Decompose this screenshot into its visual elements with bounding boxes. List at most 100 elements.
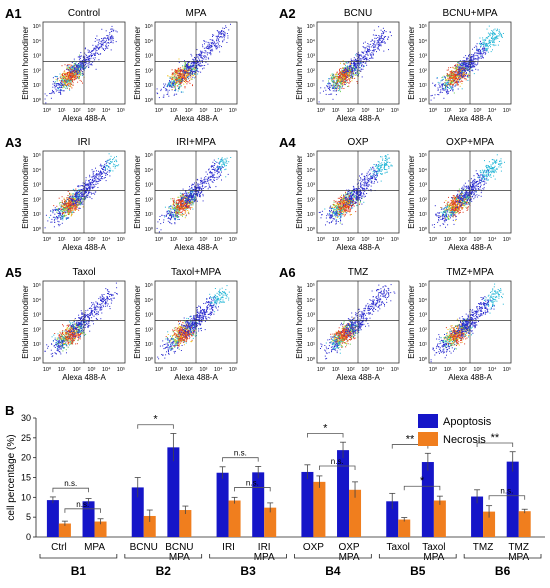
flow-y-tick: 10⁰ xyxy=(145,226,154,233)
flow-x-label: Alexa 488-A xyxy=(62,114,106,123)
flow-y-label: Ethidium homodimer xyxy=(295,26,304,100)
flow-y-tick: 10⁴ xyxy=(33,297,42,304)
flow-y-tick: 10⁴ xyxy=(33,38,42,45)
flow-y-tick: 10¹ xyxy=(33,83,41,89)
y-tick-label: 20 xyxy=(21,453,31,463)
bar-necrosis xyxy=(179,510,191,537)
y-axis-label: cell percentage (%) xyxy=(6,434,17,520)
flow-x-label: Alexa 488-A xyxy=(336,373,380,382)
flow-plot-title: OXP+MPA xyxy=(446,137,494,148)
flow-x-tick: 10⁴ xyxy=(214,366,223,373)
bar-apoptosis xyxy=(47,500,59,537)
flow-y-tick: 10⁰ xyxy=(307,97,316,104)
flow-plot-title: Control xyxy=(68,8,100,19)
flow-y-tick: 10⁰ xyxy=(307,226,316,233)
flow-x-label: Alexa 488-A xyxy=(336,114,380,123)
flow-x-tick: 10⁴ xyxy=(376,107,385,114)
flow-y-label: Ethidium homodimer xyxy=(21,26,30,100)
significance-label: n.s. xyxy=(500,487,513,496)
legend-label-apoptosis: Apoptosis xyxy=(443,416,492,428)
group-label: B6 xyxy=(495,564,511,578)
group-label: B1 xyxy=(71,564,87,578)
group-bracket xyxy=(379,554,456,558)
panel-label-a1: A1 xyxy=(5,6,22,21)
significance-label: n.s. xyxy=(246,478,259,487)
flow-y-tick: 10⁵ xyxy=(307,23,315,30)
flow-y-tick: 10⁴ xyxy=(419,167,428,174)
panel-label-b: B xyxy=(5,403,14,418)
y-tick-label: 10 xyxy=(21,492,31,502)
flow-y-tick: 10³ xyxy=(307,183,315,189)
group-bracket xyxy=(40,554,117,558)
flow-y-tick: 10⁴ xyxy=(145,167,154,174)
flow-y-tick: 10² xyxy=(307,68,315,74)
flow-x-label: Alexa 488-A xyxy=(448,373,492,382)
panel-label-a4: A4 xyxy=(279,135,296,150)
significance-bracket: n.s. xyxy=(53,479,89,492)
flow-y-tick: 10¹ xyxy=(33,212,41,218)
significance-label: n.s. xyxy=(234,449,247,458)
significance-label: n.s. xyxy=(76,500,89,509)
flow-x-tick: 10⁴ xyxy=(214,107,223,114)
flow-x-tick: 10⁵ xyxy=(117,366,125,373)
flow-x-tick: 10⁰ xyxy=(317,236,326,243)
flow-x-tick: 10⁴ xyxy=(488,366,497,373)
flow-y-tick: 10⁵ xyxy=(145,152,153,159)
flow-y-tick: 10² xyxy=(419,197,427,203)
flow-y-tick: 10¹ xyxy=(307,83,315,89)
significance-label: * xyxy=(323,422,328,434)
flow-plot-title: BCNU xyxy=(344,8,372,19)
flow-y-tick: 10³ xyxy=(145,313,153,319)
flow-y-tick: 10¹ xyxy=(145,342,153,348)
flow-plot-title: OXP xyxy=(347,137,368,148)
flow-plot: Taxol+MPA10⁰10⁰10¹10¹10²10²10³10³10⁴10⁴1… xyxy=(133,267,237,382)
flow-y-tick: 10³ xyxy=(419,54,427,60)
flow-y-tick: 10² xyxy=(33,327,41,333)
flow-y-tick: 10³ xyxy=(33,54,41,60)
flow-plot-title: Taxol+MPA xyxy=(171,267,221,278)
flow-y-tick: 10⁴ xyxy=(33,167,42,174)
flow-y-tick: 10² xyxy=(307,197,315,203)
legend-label-necrosis: Necrosis xyxy=(443,434,486,446)
flow-y-label: Ethidium homodimer xyxy=(133,285,142,359)
flow-plot-title: BCNU+MPA xyxy=(442,8,497,19)
flow-y-tick: 10¹ xyxy=(419,342,427,348)
flow-y-tick: 10² xyxy=(307,327,315,333)
flow-y-tick: 10⁵ xyxy=(33,152,41,159)
flow-y-tick: 10⁴ xyxy=(145,38,154,45)
flow-y-tick: 10⁵ xyxy=(419,282,427,289)
flow-plot-title: TMZ+MPA xyxy=(446,267,494,278)
flow-y-tick: 10¹ xyxy=(145,83,153,89)
flow-x-tick: 10⁵ xyxy=(117,107,125,114)
flow-x-tick: 10⁴ xyxy=(376,236,385,243)
flow-plot: OXP10⁰10⁰10¹10¹10²10²10³10³10⁴10⁴10⁵10⁵A… xyxy=(295,137,399,252)
flow-plot-title: MPA xyxy=(186,8,207,19)
y-tick-label: 5 xyxy=(26,512,31,522)
flow-y-tick: 10¹ xyxy=(307,342,315,348)
flow-y-tick: 10⁰ xyxy=(419,226,428,233)
group-label: B3 xyxy=(240,564,256,578)
flow-y-tick: 10⁵ xyxy=(145,282,153,289)
significance-bracket: * xyxy=(307,422,343,437)
flow-x-tick: 10⁴ xyxy=(376,366,385,373)
flow-y-tick: 10⁴ xyxy=(419,297,428,304)
flow-y-tick: 10³ xyxy=(145,183,153,189)
flow-plot: MPA10⁰10⁰10¹10¹10²10²10³10³10⁴10⁴10⁵10⁵A… xyxy=(133,8,237,123)
flow-y-tick: 10² xyxy=(145,68,153,74)
flow-plot: BCNU+MPA10⁰10⁰10¹10¹10²10²10³10³10⁴10⁴10… xyxy=(407,8,511,123)
flow-y-tick: 10⁰ xyxy=(419,356,428,363)
flow-y-tick: 10¹ xyxy=(145,212,153,218)
bar-apoptosis xyxy=(301,472,313,537)
flow-y-tick: 10⁰ xyxy=(33,356,42,363)
category-label: TMZ xyxy=(473,542,494,553)
flow-x-tick: 10⁵ xyxy=(503,107,511,114)
flow-y-tick: 10³ xyxy=(419,313,427,319)
flow-x-tick: 10⁰ xyxy=(155,236,164,243)
group-label: B2 xyxy=(156,564,172,578)
flow-y-label: Ethidium homodimer xyxy=(21,285,30,359)
category-label: BCNU xyxy=(130,542,158,553)
